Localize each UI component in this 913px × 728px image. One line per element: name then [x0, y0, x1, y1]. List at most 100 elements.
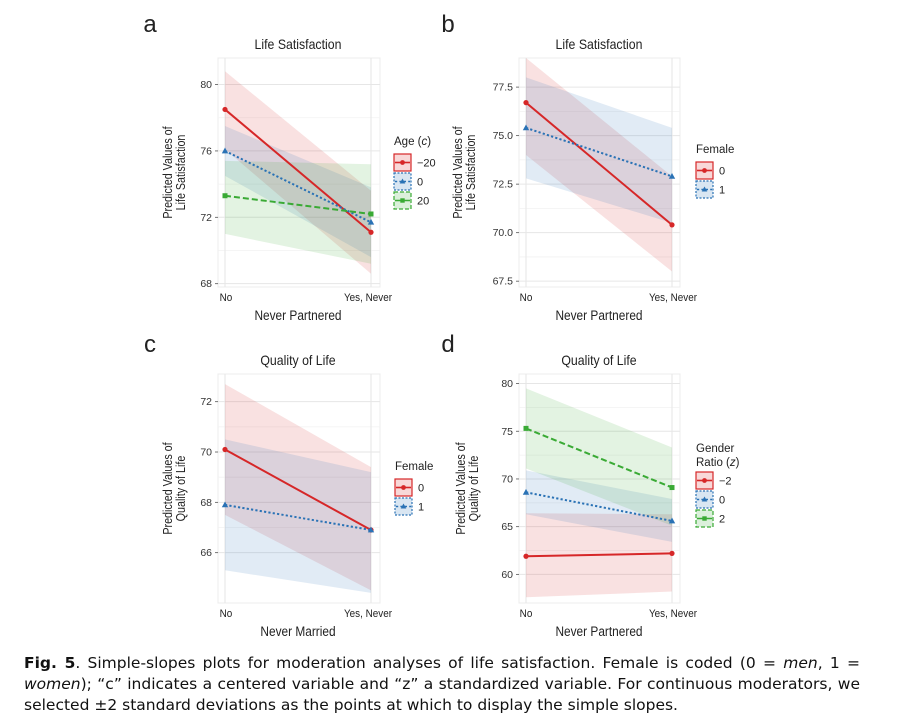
y-tick-label: 72.5 — [493, 179, 514, 191]
series-line-blue — [525, 126, 673, 178]
gridlines — [218, 58, 380, 287]
panel-a: a 68 72 76 80 No Yes, Never Life Satisfaction Ne… — [143, 11, 435, 323]
plot-area — [518, 57, 681, 288]
panel-title: Quality of Life — [260, 352, 335, 368]
legend-key-blue — [393, 172, 412, 191]
x-axis-title: Never Partnered — [254, 307, 341, 323]
legend-key-marker — [399, 178, 406, 184]
series-line-red — [224, 448, 372, 531]
y-tick-label: 72 — [200, 212, 212, 224]
y-tick-label: 70 — [200, 447, 212, 459]
legend-key-marker — [701, 496, 708, 502]
ci-band-blue — [225, 439, 371, 593]
gridlines — [519, 374, 680, 603]
legend-key-green — [695, 509, 714, 528]
legend: Gender Ratio (z) −2 0 2 — [695, 443, 740, 528]
legend-key-blue — [394, 497, 413, 516]
legend-title: Female — [696, 144, 734, 156]
caption-text-2: , 1 = — [817, 654, 860, 672]
y-tick-label: 70.0 — [493, 227, 514, 239]
data-point — [221, 501, 229, 508]
series-line-red — [525, 101, 673, 226]
caption-women: women — [24, 675, 81, 693]
ci-band-red — [225, 384, 371, 591]
legend-label: 2 — [719, 514, 725, 526]
data-point — [668, 172, 676, 179]
legend-key-blue — [695, 490, 714, 509]
ci-band-blue — [526, 470, 672, 542]
legend-label: 0 — [418, 483, 424, 495]
y-axis-title: Predicted Values ofLife Satisfaction — [451, 126, 478, 219]
y-tick-label: 67.5 — [493, 276, 514, 288]
plot-area — [518, 373, 681, 604]
panel-title: Quality of Life — [561, 352, 636, 368]
ci-band-green — [526, 388, 672, 526]
data-point — [522, 488, 530, 495]
legend-key-marker — [702, 478, 707, 483]
data-point — [368, 229, 374, 235]
ci-band-blue — [225, 126, 371, 258]
data-point — [669, 485, 675, 491]
legend: Age (c) −20 0 20 — [393, 136, 436, 210]
caption-text-3: ); “c” indicates a centered variable and… — [24, 675, 860, 714]
legend-key-red — [695, 161, 714, 180]
legend-key-red — [695, 471, 714, 490]
caption-text-1: . Simple-slopes plots for moderation ana… — [75, 654, 784, 672]
legend-label: 1 — [719, 185, 725, 197]
legend-key-marker — [400, 198, 405, 203]
panel-letter: a — [143, 11, 157, 38]
legend-title: Age (c) — [394, 136, 431, 148]
legend-title: Gender Ratio (z) — [696, 443, 740, 469]
data-point — [523, 553, 529, 559]
legend-label: 0 — [417, 177, 423, 189]
data-point — [522, 124, 530, 131]
legend-label: −2 — [719, 476, 732, 488]
y-tick-label: 68 — [200, 278, 212, 290]
ci-band-green — [225, 160, 371, 264]
series-line-red — [525, 552, 673, 558]
series-line-green — [224, 194, 372, 215]
y-axis-title: Predicted Values ofQuality of Life — [161, 442, 188, 535]
series-line-blue — [224, 150, 372, 224]
panel-b: b 67.5 70.0 72.5 75.0 77.5 No Yes, Never Life Sa… — [441, 11, 734, 323]
data-point — [669, 550, 675, 556]
legend-label: 20 — [417, 196, 429, 208]
legend-key-marker — [701, 186, 708, 192]
panel-c: c 66 68 70 72 No Yes, Never Quality of Life Neve… — [144, 331, 433, 639]
panel-letter: b — [441, 11, 454, 38]
ci-band-red — [225, 71, 371, 274]
x-tick-label: Yes, Never — [649, 293, 697, 305]
y-tick-label: 72 — [200, 396, 212, 408]
data-point — [669, 222, 675, 228]
data-point — [221, 147, 229, 154]
legend-key-marker — [400, 503, 407, 509]
legend-key-blue — [695, 180, 714, 199]
panel-title: Life Satisfaction — [255, 36, 342, 52]
caption-men: men — [783, 654, 818, 672]
data-point — [222, 193, 228, 199]
series-line-green — [525, 427, 673, 489]
y-tick-label: 80 — [501, 378, 513, 390]
x-axis-title: Never Partnered — [555, 623, 642, 639]
data-point — [367, 218, 375, 225]
series-line-blue — [224, 503, 372, 532]
y-tick-label: 65 — [501, 521, 513, 533]
x-tick-label: No — [220, 293, 233, 305]
data-point — [222, 446, 228, 453]
y-axis-title: Predicted Values ofLife Satisfaction — [161, 126, 188, 219]
y-tick-label: 77.5 — [493, 82, 514, 94]
panel-title: Life Satisfaction — [556, 36, 643, 52]
ci-band-blue — [526, 77, 672, 223]
plot-area — [217, 373, 381, 604]
legend-key-marker — [702, 168, 707, 173]
x-tick-label: No — [520, 293, 533, 305]
gridlines — [218, 374, 380, 603]
x-axis-title: Never Married — [260, 623, 335, 639]
y-tick-label: 80 — [200, 79, 212, 91]
data-point — [523, 425, 529, 431]
data-point — [368, 211, 374, 217]
caption-label: Fig. 5 — [24, 654, 76, 672]
data-point — [222, 106, 228, 113]
x-tick-label: No — [220, 609, 233, 621]
legend-key-marker — [702, 516, 707, 521]
